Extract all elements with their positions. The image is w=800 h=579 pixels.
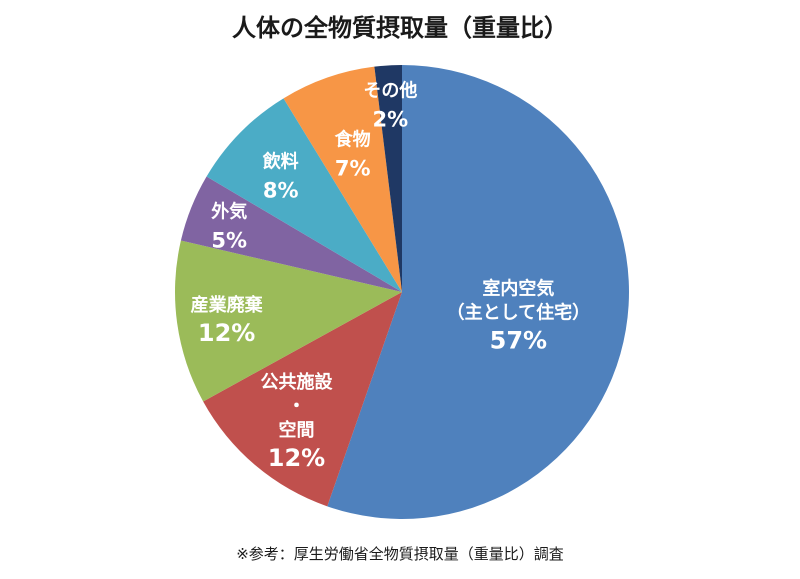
slice-label-0-line-0: 室内空気 bbox=[482, 278, 554, 300]
slice-label-6-line-0: その他 bbox=[363, 80, 417, 102]
pie-slice-0 bbox=[327, 65, 629, 519]
chart-title: 人体の全物質摂取量（重量比） bbox=[232, 14, 568, 42]
slice-value-0: 57% bbox=[490, 327, 547, 355]
slice-label-4-line-0: 飲料 bbox=[262, 151, 299, 173]
source-footnote: ※参考：厚生労働省全物質摂取量（重量比）調査 bbox=[236, 545, 564, 563]
pie-slice-2 bbox=[174, 240, 402, 402]
slice-value-1: 12% bbox=[268, 444, 325, 472]
pie-labels: 室内空気（主として住宅） 57% 公共施設・空間 12% 産業廃棄 12% 外気 5% 飲料 8%… bbox=[191, 80, 591, 472]
slice-label-3-line-0: 外気 bbox=[211, 201, 247, 223]
slice-value-3: 5% bbox=[211, 229, 247, 253]
pie-slice-1 bbox=[203, 292, 402, 507]
pie-slice-3 bbox=[180, 176, 402, 292]
slice-label-0-line-1: （主として住宅） bbox=[447, 302, 590, 324]
slice-label-2-line-0: 産業廃棄 bbox=[191, 294, 264, 316]
slice-value-4: 8% bbox=[263, 179, 299, 203]
slice-label-1-line-0: 公共施設 bbox=[261, 371, 334, 393]
pie-slices bbox=[174, 65, 629, 519]
slice-value-2: 12% bbox=[198, 319, 255, 347]
pie-slice-5 bbox=[283, 66, 402, 292]
slice-label-1-line-1: ・ bbox=[288, 396, 306, 417]
pie-slice-4 bbox=[206, 98, 402, 293]
slice-label-5-line-0: 食物 bbox=[334, 129, 371, 151]
slice-value-6: 2% bbox=[373, 108, 409, 132]
pie-slice-6 bbox=[374, 65, 402, 292]
slice-label-1-line-2: 空間 bbox=[279, 419, 315, 441]
slice-value-5: 7% bbox=[335, 157, 371, 181]
